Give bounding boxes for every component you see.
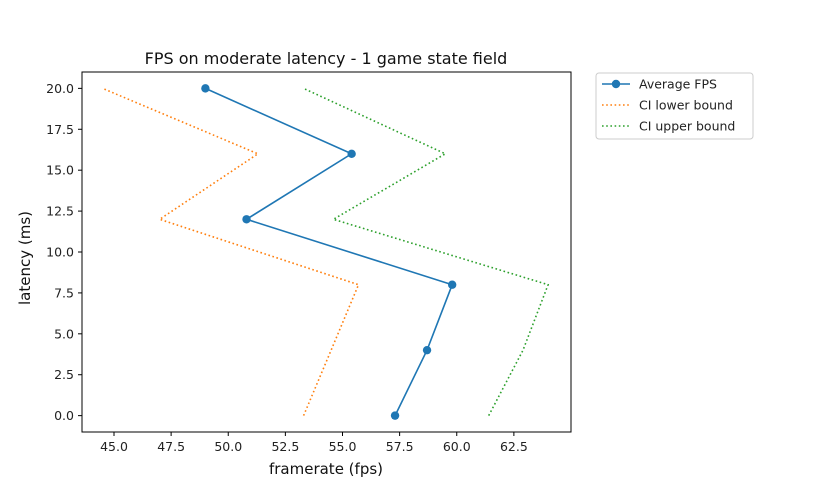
y-tick-label: 0.0: [54, 408, 74, 423]
legend-label: Average FPS: [639, 77, 717, 92]
legend-label: CI upper bound: [639, 119, 735, 134]
y-tick-label: 17.5: [46, 122, 74, 137]
x-tick-label: 55.0: [329, 439, 357, 454]
plot-area: 45.0 47.5 50.0 52.5 55.0 57.5 60.0 62.5 0.0 2.5 5.…: [46, 71, 572, 454]
chart-title: FPS on moderate latency - 1 game state f…: [145, 49, 508, 68]
data-point: [447, 280, 457, 289]
y-tick-label: 10.0: [46, 245, 74, 260]
legend-box: [595, 72, 754, 140]
x-tick-label: 62.5: [500, 439, 528, 454]
legend-marker: [611, 79, 621, 89]
y-axis-label: latency (ms): [16, 211, 34, 305]
legend: Average FPS CI lower bound CI upper bound: [595, 72, 754, 140]
legend-label: CI lower bound: [639, 98, 733, 113]
x-tick-label: 57.5: [386, 439, 414, 454]
y-tick-label: 2.5: [54, 367, 74, 382]
x-tick-label: 50.0: [214, 439, 242, 454]
x-tick-label: 60.0: [443, 439, 471, 454]
x-tick-label: 45.0: [100, 439, 128, 454]
series-line-3: [303, 87, 550, 416]
series-line-1: [205, 87, 454, 416]
data-point: [347, 149, 356, 159]
x-tick-label: 47.5: [157, 439, 185, 454]
axes-frame: [81, 71, 572, 433]
y-tick-label: 7.5: [54, 285, 74, 300]
data-point: [390, 411, 400, 420]
y-tick-label: 20.0: [46, 81, 74, 96]
data-point: [201, 84, 210, 93]
y-tick-label: 12.5: [46, 204, 74, 219]
series-line-2: [102, 87, 360, 416]
data-point: [422, 345, 432, 355]
x-tick-label: 52.5: [271, 439, 299, 454]
x-axis-label: framerate (fps): [269, 460, 383, 478]
data-point: [242, 215, 251, 224]
y-tick-label: 15.0: [46, 163, 74, 178]
y-tick-label: 5.0: [54, 326, 74, 341]
